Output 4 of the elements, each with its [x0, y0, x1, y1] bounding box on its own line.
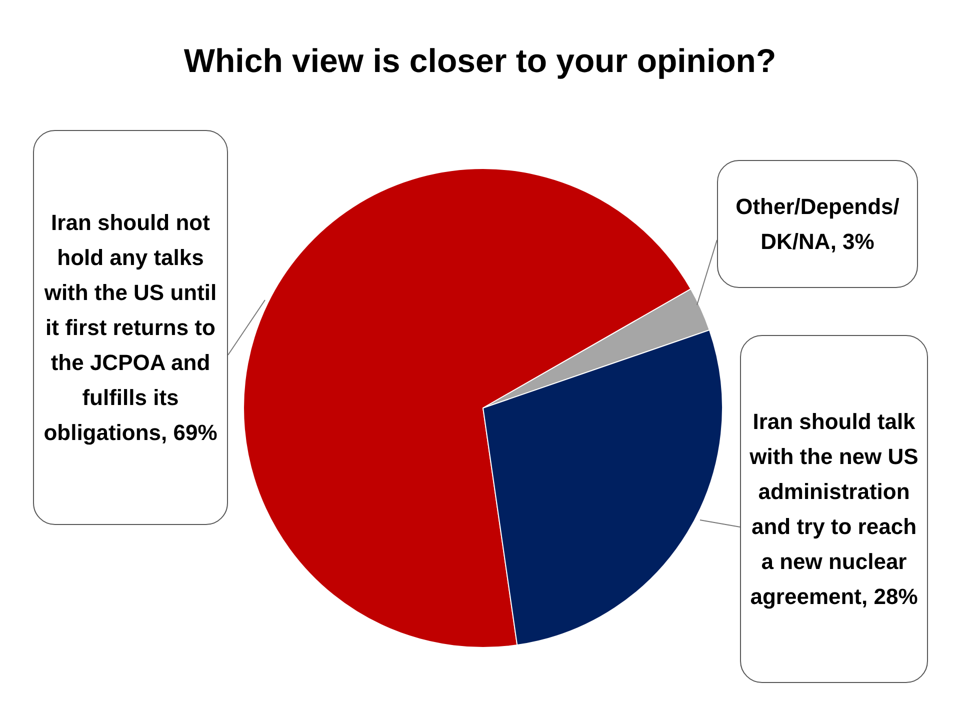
slice-label: Iran should talk with the new US administration and try to reach a new nuclear agreement, 28% [749, 408, 919, 611]
slice-label: Iran should not hold any talks with the US until it first returns to the JCPOA and fulfills its obligations, 69% [42, 209, 218, 447]
chart-title: Which view is closer to your opinion? [182, 42, 778, 80]
slice-label: Other/Depends/ DK/NA, 3% [734, 193, 900, 256]
